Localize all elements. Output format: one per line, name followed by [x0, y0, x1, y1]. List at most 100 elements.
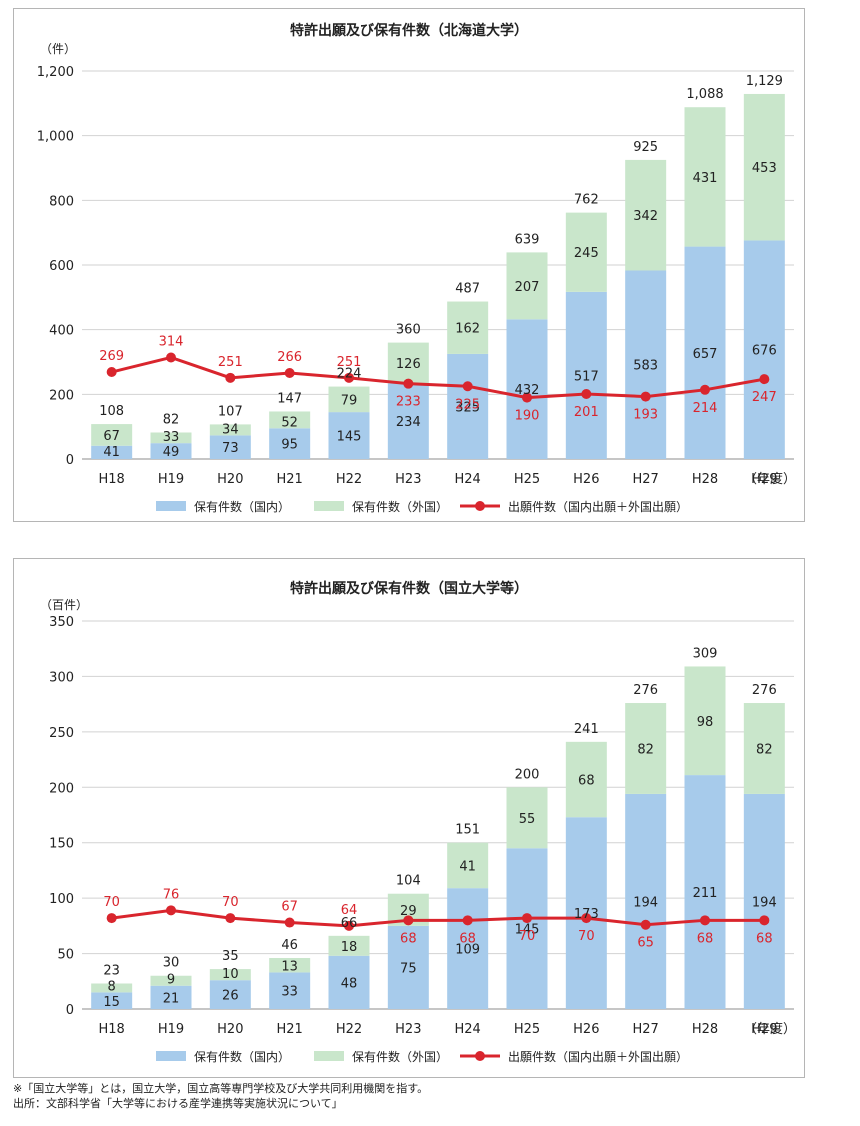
legend-label-foreign: 保有件数（外国） — [352, 499, 448, 514]
y-tick-label: 250 — [49, 726, 74, 741]
y-tick-label: 200 — [49, 388, 74, 403]
y-tick-label: 0 — [66, 1003, 74, 1018]
value-label-domestic: 211 — [693, 886, 718, 901]
legend-swatch-domestic — [156, 1051, 186, 1061]
value-label-foreign: 82 — [756, 742, 773, 757]
x-tick-label: H22 — [336, 472, 362, 487]
legend-label-applications: 出願件数（国内出願＋外国出願） — [508, 1049, 688, 1064]
bar-domestic — [684, 775, 726, 1009]
line-point — [700, 915, 710, 926]
value-label-applications: 190 — [515, 409, 540, 424]
bar-foreign — [209, 424, 251, 436]
x-tick-label: H21 — [277, 1022, 303, 1037]
value-label-total: 487 — [455, 282, 480, 297]
line-point — [581, 913, 592, 924]
bar-domestic — [91, 992, 133, 1009]
bar-foreign — [506, 787, 548, 849]
bar-domestic — [328, 955, 370, 1009]
y-tick-label: 350 — [49, 615, 74, 630]
value-label-foreign: 126 — [396, 357, 421, 372]
value-label-domestic: 517 — [574, 369, 599, 384]
y-axis-unit: （件） — [40, 42, 76, 56]
value-label-total: 107 — [218, 404, 243, 419]
value-label-applications: 76 — [163, 887, 180, 902]
value-label-foreign: 41 — [459, 859, 476, 874]
chart-title: 特許出願及び保有件数（国立大学等） — [290, 580, 528, 597]
y-tick-label: 400 — [49, 324, 74, 339]
bar-foreign — [328, 935, 370, 956]
value-label-applications: 266 — [277, 350, 302, 365]
value-label-domestic: 15 — [103, 995, 120, 1010]
value-label-applications: 68 — [400, 931, 417, 946]
value-label-foreign: 68 — [578, 774, 595, 789]
value-label-domestic: 234 — [396, 415, 421, 430]
value-label-domestic: 48 — [341, 976, 358, 991]
line-point — [640, 919, 651, 930]
value-label-total: 151 — [455, 823, 480, 838]
line-point — [522, 392, 532, 403]
value-label-total: 108 — [99, 404, 124, 419]
value-label-applications: 65 — [637, 936, 654, 951]
x-tick-label: H27 — [633, 1022, 659, 1037]
bar-foreign — [91, 983, 133, 993]
line-point — [462, 915, 473, 926]
line-point — [522, 913, 532, 924]
value-label-applications: 68 — [697, 931, 714, 946]
value-label-total: 241 — [574, 722, 599, 737]
value-label-domestic: 109 — [455, 943, 480, 958]
value-label-foreign: 67 — [103, 429, 120, 444]
value-label-applications: 247 — [752, 390, 777, 405]
line-point — [166, 905, 176, 916]
value-label-total: 104 — [396, 874, 421, 889]
legend-swatch-foreign — [314, 1051, 344, 1061]
value-label-applications: 225 — [455, 397, 480, 412]
value-label-domestic: 194 — [752, 895, 777, 910]
value-label-foreign: 9 — [167, 973, 175, 988]
x-tick-label: H18 — [99, 472, 125, 487]
x-tick-label: H25 — [514, 472, 540, 487]
bar-foreign — [684, 666, 726, 776]
bar-foreign — [684, 107, 726, 247]
chart-panel-national-universities: 特許出願及び保有件数（国立大学等） （百件） 0 50 100 150 200 250 300 3… — [13, 558, 805, 1078]
bar-domestic — [150, 443, 192, 459]
bar-foreign — [625, 703, 667, 794]
value-label-total: 360 — [396, 323, 421, 338]
x-tick-label: H24 — [455, 1022, 481, 1037]
bar-foreign — [269, 411, 311, 429]
value-label-applications: 70 — [222, 895, 239, 910]
bar-domestic — [506, 319, 548, 459]
value-label-total: 309 — [693, 646, 718, 661]
value-label-foreign: 18 — [341, 940, 358, 955]
bar-foreign — [565, 212, 607, 292]
value-label-foreign: 82 — [637, 742, 654, 757]
line-point — [462, 381, 473, 392]
bar-domestic — [447, 888, 489, 1009]
value-label-total: 1,088 — [686, 87, 723, 102]
value-label-domestic: 73 — [222, 441, 239, 456]
value-label-domestic: 33 — [281, 985, 298, 1000]
value-label-domestic: 583 — [633, 359, 658, 374]
legend-label-applications: 出願件数（国内出願＋外国出願） — [508, 499, 688, 514]
value-label-foreign: 10 — [222, 967, 239, 982]
value-label-foreign: 162 — [455, 322, 480, 337]
value-label-applications: 70 — [519, 929, 536, 944]
bar-foreign — [150, 432, 192, 444]
bar-domestic — [506, 848, 548, 1009]
y-tick-label: 150 — [49, 837, 74, 852]
value-label-domestic: 95 — [281, 438, 298, 453]
legend: 保有件数（国内） 保有件数（外国） 出願件数（国内出願＋外国出願） — [156, 1049, 688, 1064]
value-label-total: 30 — [163, 956, 180, 971]
value-label-total: 23 — [103, 964, 120, 979]
x-tick-label: H26 — [573, 472, 599, 487]
value-label-domestic: 41 — [103, 445, 120, 460]
value-label-foreign: 245 — [574, 246, 599, 261]
bar-foreign — [625, 159, 667, 271]
chart-national-universities: 特許出願及び保有件数（国立大学等） （百件） 0 50 100 150 200 250 300 3… — [40, 580, 796, 1064]
value-label-total: 224 — [337, 367, 362, 382]
value-label-applications: 214 — [693, 401, 718, 416]
chart-panel-hokkaido: 特許出願及び保有件数（北海道大学） （件） 0 200 400 600 800 1,000 1,… — [13, 8, 805, 522]
bar-domestic — [209, 980, 251, 1009]
legend: 保有件数（国内） 保有件数（外国） 出願件数（国内出願＋外国出願） — [156, 499, 688, 514]
value-label-applications: 68 — [459, 931, 476, 946]
bar-foreign — [91, 424, 133, 446]
